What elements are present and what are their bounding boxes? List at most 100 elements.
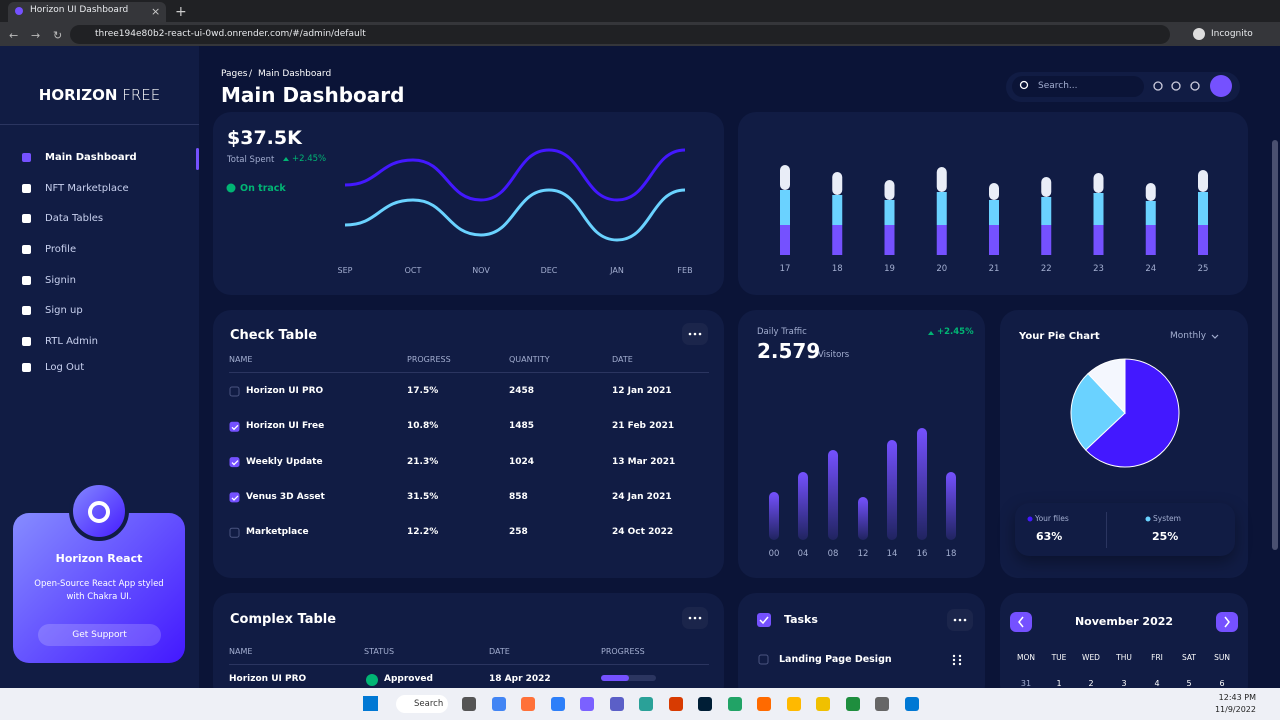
x-tick-label: OCT [404, 266, 422, 275]
nav-item[interactable]: Profile [45, 244, 77, 255]
status: On track [240, 183, 286, 194]
card [213, 310, 724, 578]
x-tick-label: NOV [472, 266, 490, 275]
page-title: Main Dashboard [221, 83, 405, 107]
bar-segment [780, 190, 790, 225]
app-icon[interactable] [698, 697, 712, 711]
chevron [1211, 334, 1219, 339]
profile: Incognito [1211, 29, 1253, 39]
bar-segment [780, 225, 790, 255]
nav-icon [22, 363, 31, 372]
search-placeholder: Search... [1038, 81, 1078, 91]
app-icon[interactable] [904, 697, 919, 711]
nav-item[interactable]: NFT Marketplace [45, 183, 129, 194]
progress-bar [601, 675, 629, 681]
app-icon[interactable] [875, 697, 889, 711]
weekday: SUN [1214, 653, 1230, 662]
menu-dot [953, 618, 957, 622]
app-icon[interactable] [727, 697, 742, 711]
nav-item[interactable]: Data Tables [45, 213, 104, 224]
card-title: Tasks [784, 613, 818, 626]
app-icon[interactable] [462, 697, 476, 711]
nav-item[interactable]: Signin [45, 275, 76, 286]
app-icon[interactable] [609, 697, 624, 711]
nav-item[interactable]: Sign up [45, 305, 83, 316]
card [1000, 593, 1248, 703]
change: +2.45% [292, 154, 327, 164]
task-icon [757, 613, 771, 627]
bar-segment [1041, 177, 1052, 197]
x-tick-label: 18 [945, 549, 957, 559]
menu-dot [688, 332, 692, 336]
card-title: Complex Table [230, 612, 337, 627]
cell: 12.2% [407, 527, 439, 538]
legend-value: 63% [1036, 530, 1063, 543]
calendar-month: November 2022 [1074, 615, 1174, 628]
app-icon[interactable] [491, 697, 506, 711]
check-mark [231, 495, 239, 501]
bar-segment [989, 183, 999, 200]
url: three194e80b2-react-ui-0wd.onrender.com/… [95, 29, 366, 39]
taskbar-inner: Search 12:43 PM 11/9/2022 [0, 688, 1280, 720]
drag-dot [958, 654, 962, 658]
app-icon[interactable] [845, 697, 860, 711]
menu-dot [698, 332, 702, 336]
day: 3 [1121, 679, 1127, 688]
checkbox [229, 421, 240, 432]
app-icon[interactable] [757, 697, 771, 711]
change-arrow [283, 157, 289, 161]
bar-segment [1145, 225, 1156, 255]
cell: Horizon UI PRO [229, 674, 307, 684]
taskbar-search[interactable]: Search [396, 695, 448, 713]
nav-item[interactable]: Log Out [45, 362, 85, 373]
app-icon[interactable] [550, 697, 565, 711]
day: 31 [1020, 679, 1032, 688]
nav-icon [22, 184, 31, 193]
weekday: FRI [1151, 653, 1163, 662]
app-icon[interactable] [580, 697, 594, 711]
column-header: DATE [612, 355, 633, 364]
check-mark [231, 460, 239, 466]
app-icon[interactable] [521, 697, 535, 711]
card-title: Your Pie Chart [1019, 331, 1100, 342]
x-tick-label: 00 [768, 549, 780, 559]
card [738, 593, 985, 703]
brand-light: FREE [122, 86, 161, 104]
start-button[interactable] [363, 696, 378, 711]
nav-item[interactable]: Main Dashboard [45, 152, 137, 163]
bar-segment [936, 192, 947, 225]
x-tick-label: DEC [540, 266, 558, 275]
bar-segment [832, 195, 843, 225]
nav-icon [22, 214, 31, 223]
column-header: STATUS [364, 647, 395, 656]
header-icon [1153, 81, 1163, 91]
column-header: NAME [229, 355, 253, 364]
promo-button[interactable]: Get Support [38, 624, 161, 646]
x-tick-label: 14 [886, 549, 898, 559]
cell: 258 [509, 527, 528, 538]
cell: Horizon UI Free [246, 421, 325, 432]
chevron [1224, 616, 1230, 628]
app-icon[interactable] [639, 697, 653, 711]
breadcrumb: Pages [221, 69, 248, 79]
profile-icon [1193, 28, 1205, 40]
day: 4 [1154, 679, 1160, 688]
app-icon[interactable] [816, 697, 830, 711]
nav-item[interactable]: RTL Admin [45, 336, 98, 347]
weekday: WED [1082, 653, 1100, 662]
header-icon [1171, 81, 1181, 91]
bar-segment [1198, 225, 1208, 255]
nav-button: ↻ [53, 29, 62, 42]
cell: 24 Jan 2021 [612, 491, 672, 502]
app-icon[interactable] [786, 697, 801, 711]
app-icon[interactable] [668, 697, 683, 711]
x-tick-label: 20 [936, 264, 948, 274]
column-header: QUANTITY [509, 355, 550, 364]
day: 6 [1219, 679, 1225, 688]
search-field[interactable] [1012, 76, 1144, 97]
avatar [1210, 75, 1232, 97]
tab-close: × [151, 5, 160, 18]
day: 5 [1186, 679, 1192, 688]
next-month [1216, 612, 1238, 632]
bar-segment [884, 200, 895, 225]
